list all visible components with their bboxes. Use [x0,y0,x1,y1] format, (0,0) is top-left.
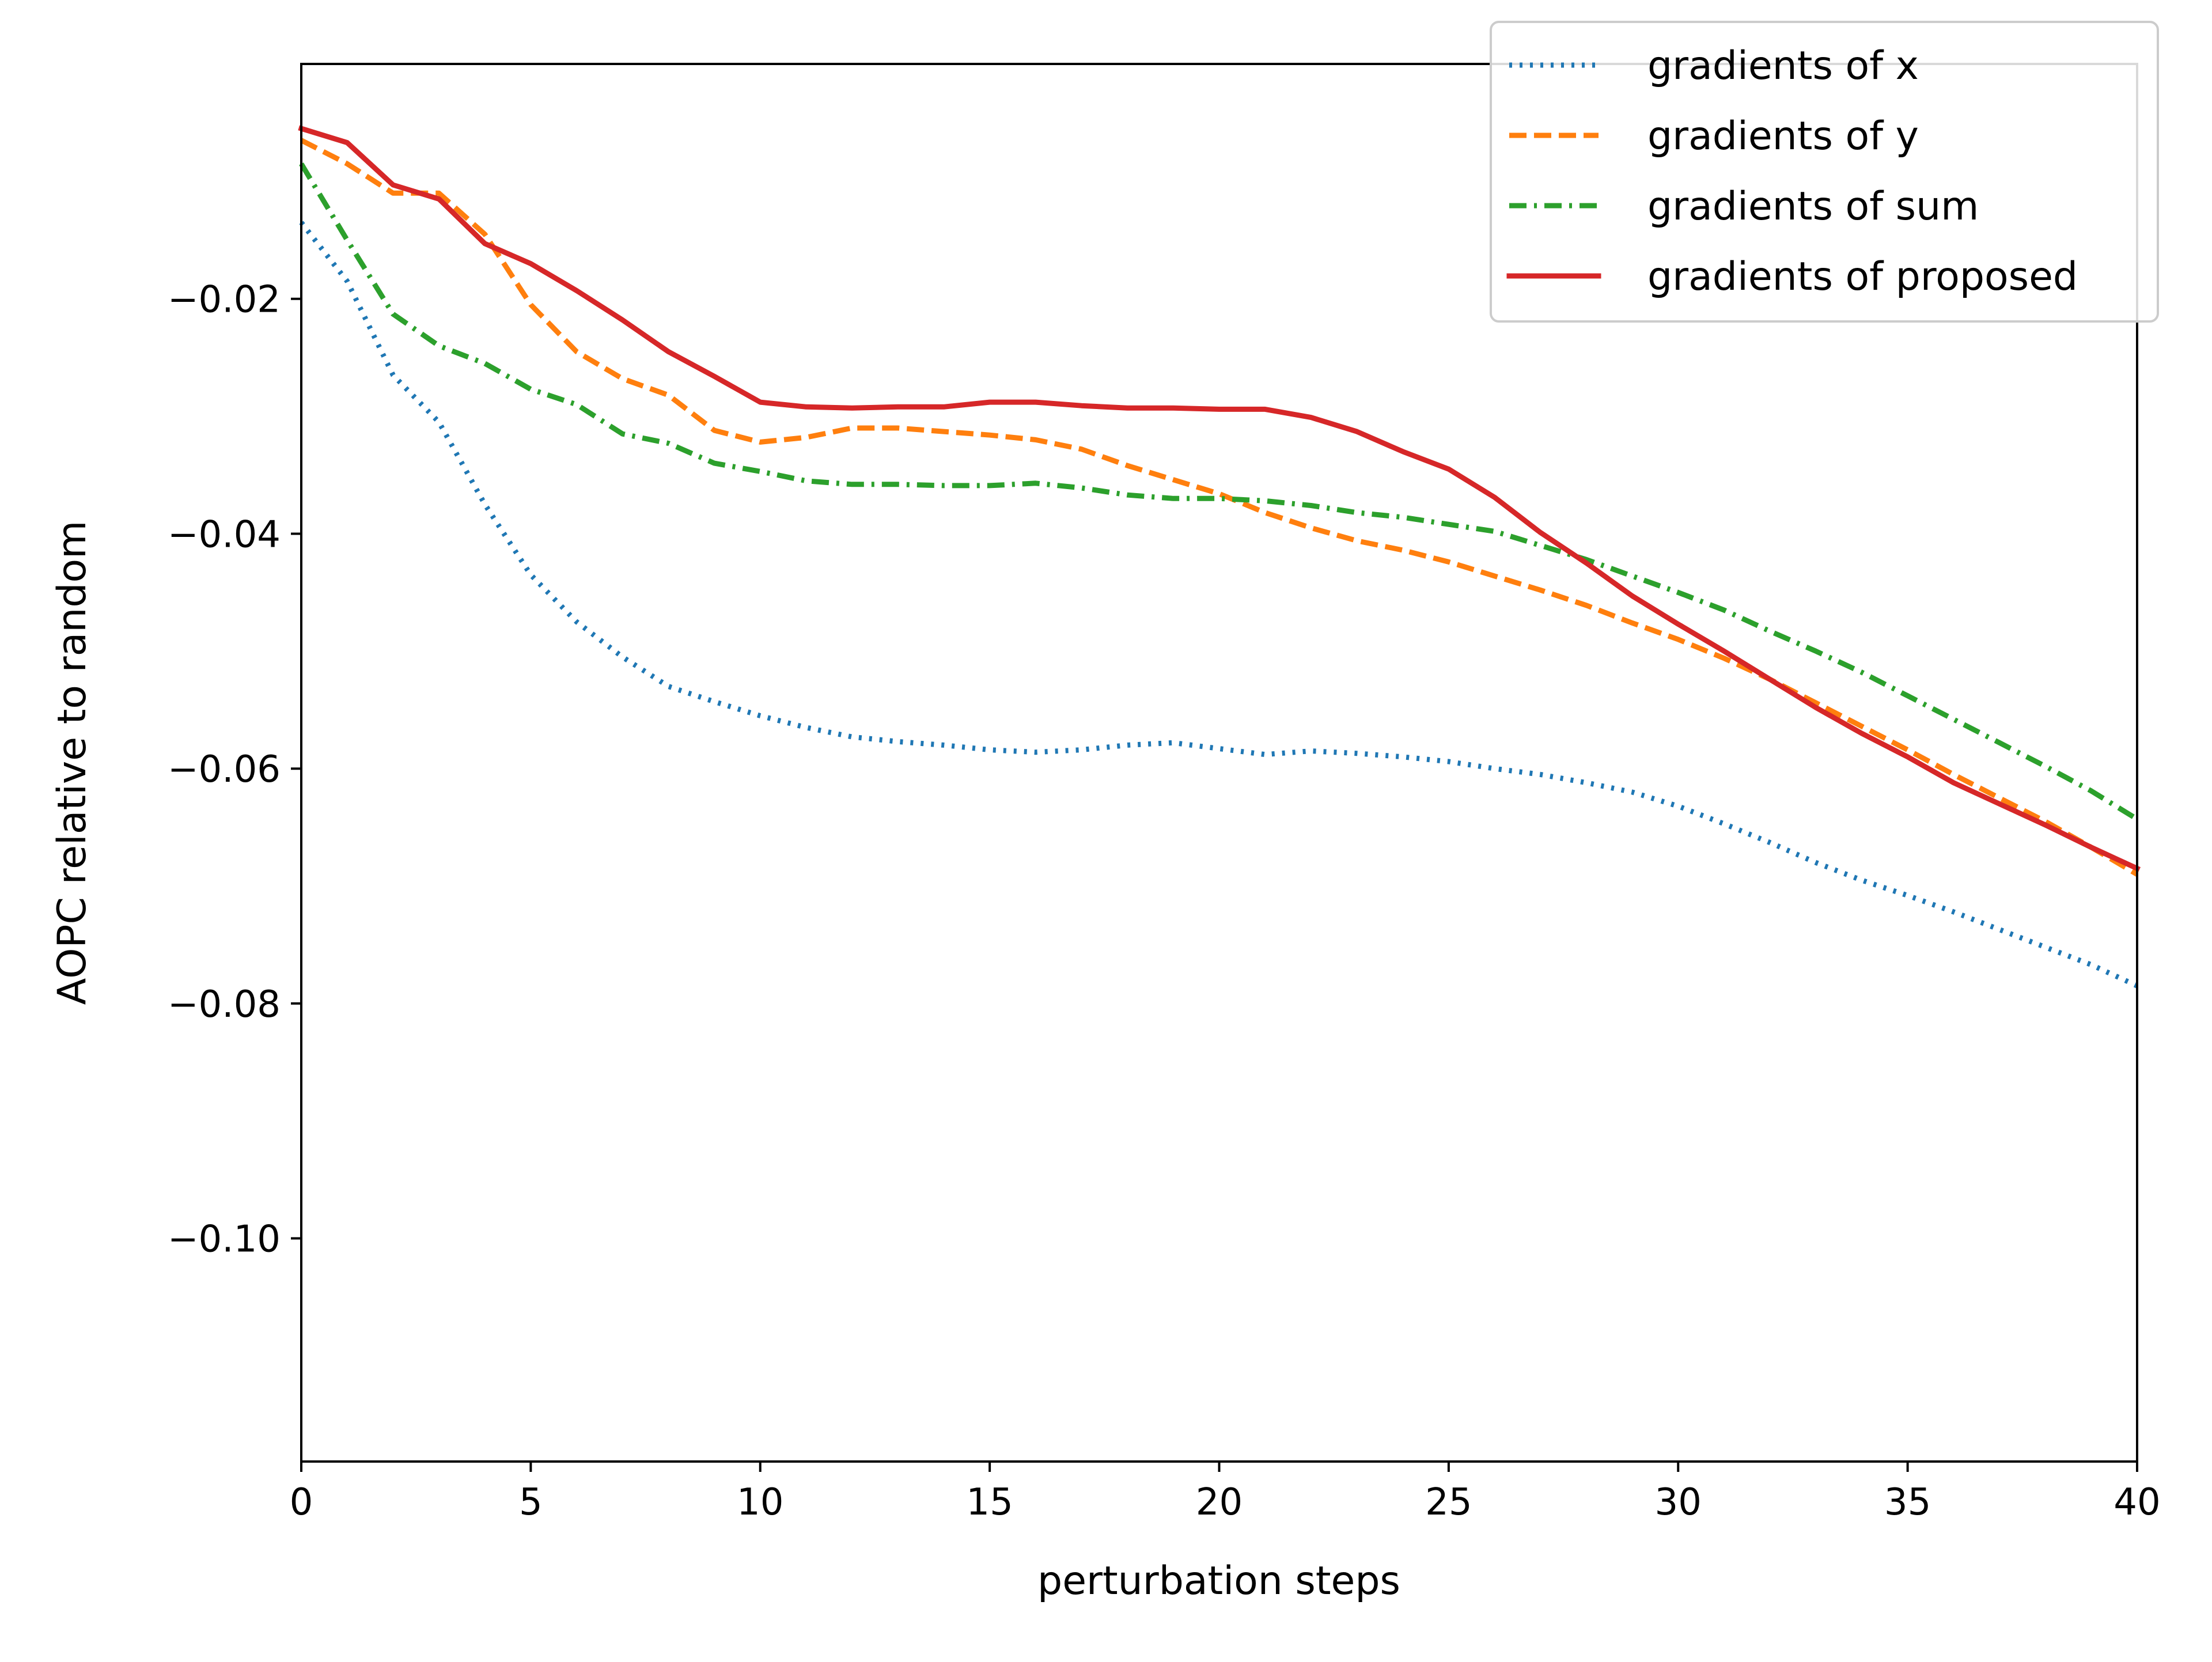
series-line-gradients-of-y [300,138,2139,877]
series-line-gradients-of-proposed [298,125,2141,872]
x-axis: 0 5 10 15 20 25 30 35 40 [290,1462,2161,1524]
series-line-gradients-of-x [299,221,2138,989]
x-axis-title: perturbation steps [1037,1558,1400,1604]
y-axis: −0.02 −0.04 −0.06 −0.08 −0.10 [168,279,301,1261]
x-tick-label: 20 [1196,1481,1243,1524]
x-tick-label: 0 [290,1481,313,1524]
y-tick-label: −0.06 [168,748,281,791]
x-tick-label: 5 [519,1481,543,1524]
y-tick-label: −0.10 [168,1218,281,1261]
legend-label-gradients-of-proposed: gradients of proposed [1647,254,2078,300]
legend-label-gradients-of-x: gradients of x [1647,43,1919,89]
legend-items: gradients of x gradients of y gradients of… [1506,43,2078,300]
legend-label-gradients-of-sum: gradients of sum [1647,184,1979,229]
x-tick-label: 25 [1425,1481,1472,1524]
legend: gradients of x gradients of y gradients of… [1490,21,2159,323]
x-tick-label: 35 [1884,1481,1931,1524]
y-axis-title: AOPC relative to random [50,521,95,1005]
y-tick-label: −0.08 [168,983,281,1026]
x-tick-label: 10 [737,1481,783,1524]
legend-label-gradients-of-y: gradients of y [1647,113,1919,159]
x-tick-label: 15 [966,1481,1013,1524]
x-tick-label: 40 [2113,1481,2160,1524]
y-tick-label: −0.04 [168,513,281,556]
y-tick-label: −0.02 [168,279,281,321]
series-line-gradients-of-sum [299,162,2139,821]
legend-box [1490,21,2159,323]
series-layer [298,125,2141,989]
x-tick-label: 30 [1655,1481,1702,1524]
